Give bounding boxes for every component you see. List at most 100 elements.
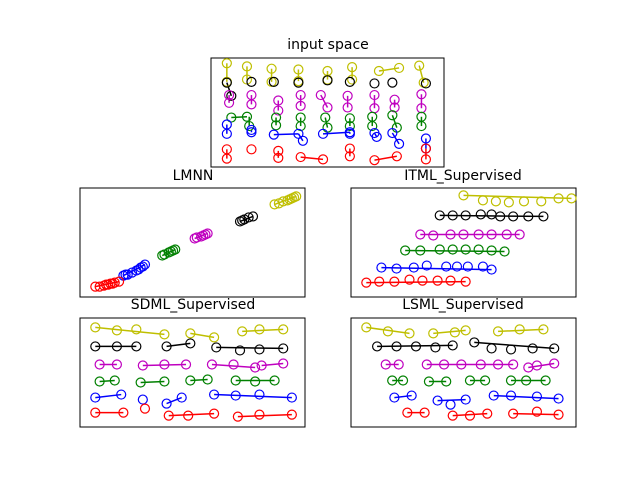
data-point-yellow — [278, 196, 289, 207]
data-point-yellow — [490, 196, 501, 207]
data-point-yellow — [278, 324, 289, 335]
data-point-green — [185, 375, 196, 386]
panel-sdml-supervised: SDML_Supervised — [79, 297, 306, 428]
data-point-green — [367, 120, 378, 132]
data-point-blue — [230, 390, 241, 401]
data-point-magenta — [137, 360, 148, 371]
data-point-magenta — [389, 94, 400, 105]
data-point-black — [447, 340, 458, 351]
plot-area-lsml-supervised — [361, 322, 564, 421]
data-point-magenta — [223, 97, 235, 108]
data-point-yellow — [347, 74, 358, 85]
data-point-black — [505, 344, 517, 355]
panel-lsml-supervised: LSML_Supervised — [350, 297, 577, 428]
data-point-black — [447, 210, 458, 221]
data-point-blue — [553, 393, 564, 404]
data-point-magenta — [445, 229, 456, 240]
data-point-red — [464, 410, 476, 421]
data-point-magenta — [223, 89, 235, 101]
data-point-red — [209, 408, 220, 419]
data-point-magenta — [415, 229, 426, 240]
panel-lmnn: LMNN — [79, 168, 306, 298]
data-point-blue — [488, 390, 499, 401]
data-point-yellow — [414, 60, 425, 71]
data-point-blue — [477, 261, 489, 272]
data-point-black — [247, 211, 259, 222]
data-point-black — [211, 342, 222, 353]
data-point-yellow — [373, 65, 385, 77]
data-point-yellow — [269, 199, 280, 210]
data-point-yellow — [514, 324, 525, 335]
data-point-red — [420, 143, 432, 154]
data-point-magenta — [228, 359, 239, 370]
data-point-magenta — [531, 360, 543, 371]
data-point-blue — [462, 261, 473, 272]
pair-link-blue — [373, 132, 378, 138]
data-point-blue — [116, 389, 127, 400]
data-point-magenta — [295, 89, 306, 101]
pair-link-green — [324, 117, 329, 128]
data-point-red — [402, 407, 413, 418]
data-point-black — [344, 76, 355, 87]
data-point-black — [246, 76, 257, 87]
data-point-magenta — [273, 95, 284, 106]
data-point-yellow — [458, 190, 469, 201]
data-point-blue — [391, 263, 402, 274]
data-point-red — [420, 154, 432, 165]
data-point-red — [139, 403, 151, 414]
data-point-green — [486, 245, 497, 256]
data-point-red — [531, 406, 543, 417]
data-point-green — [270, 120, 282, 131]
data-point-blue — [246, 124, 257, 136]
data-point-black — [391, 341, 402, 352]
data-point-green — [159, 376, 170, 387]
data-point-red — [432, 275, 443, 286]
data-point-red — [553, 409, 564, 420]
data-point-magenta — [295, 100, 306, 112]
data-point-yellow — [209, 332, 220, 343]
data-point-green — [521, 375, 532, 386]
data-point-yellow — [477, 195, 489, 206]
data-point-green — [416, 120, 427, 132]
data-point-black — [234, 345, 246, 356]
pair-link-yellow — [366, 326, 410, 335]
data-point-red — [183, 410, 194, 421]
data-point-blue — [293, 128, 304, 139]
data-point-yellow — [221, 58, 232, 69]
data-point-green — [473, 244, 484, 255]
data-point-yellow — [237, 326, 248, 337]
data-point-yellow — [291, 191, 302, 202]
panel-title-itml-supervised: ITML_Supervised — [404, 168, 522, 184]
data-point-blue — [387, 127, 398, 139]
panel-input-space: input space — [210, 37, 445, 168]
data-point-yellow — [553, 193, 564, 204]
data-point-magenta — [438, 359, 450, 370]
data-point-green — [499, 246, 510, 257]
data-point-blue — [393, 138, 405, 149]
data-point-red — [391, 151, 402, 162]
data-point-green — [230, 375, 241, 386]
data-point-blue — [268, 129, 279, 140]
data-point-red — [445, 275, 456, 286]
data-point-blue — [139, 259, 151, 270]
data-point-yellow — [254, 324, 265, 335]
data-point-blue — [420, 133, 432, 144]
data-point-red — [246, 144, 257, 155]
data-point-green — [344, 113, 355, 124]
data-point-blue — [486, 264, 497, 275]
data-point-red — [109, 277, 120, 288]
pair-link-black — [377, 344, 453, 348]
data-point-black — [538, 211, 549, 222]
data-point-red — [232, 411, 243, 422]
data-point-yellow — [518, 196, 530, 207]
data-point-blue — [221, 119, 232, 130]
pair-link-black — [216, 346, 284, 350]
data-point-black — [293, 77, 304, 88]
pair-link-red — [168, 412, 215, 417]
pair-link-yellow — [242, 328, 284, 333]
pair-link-black — [474, 341, 555, 350]
pair-link-green — [99, 379, 115, 383]
data-point-black — [430, 342, 441, 353]
data-point-magenta — [315, 89, 326, 101]
data-point-black — [254, 344, 265, 355]
